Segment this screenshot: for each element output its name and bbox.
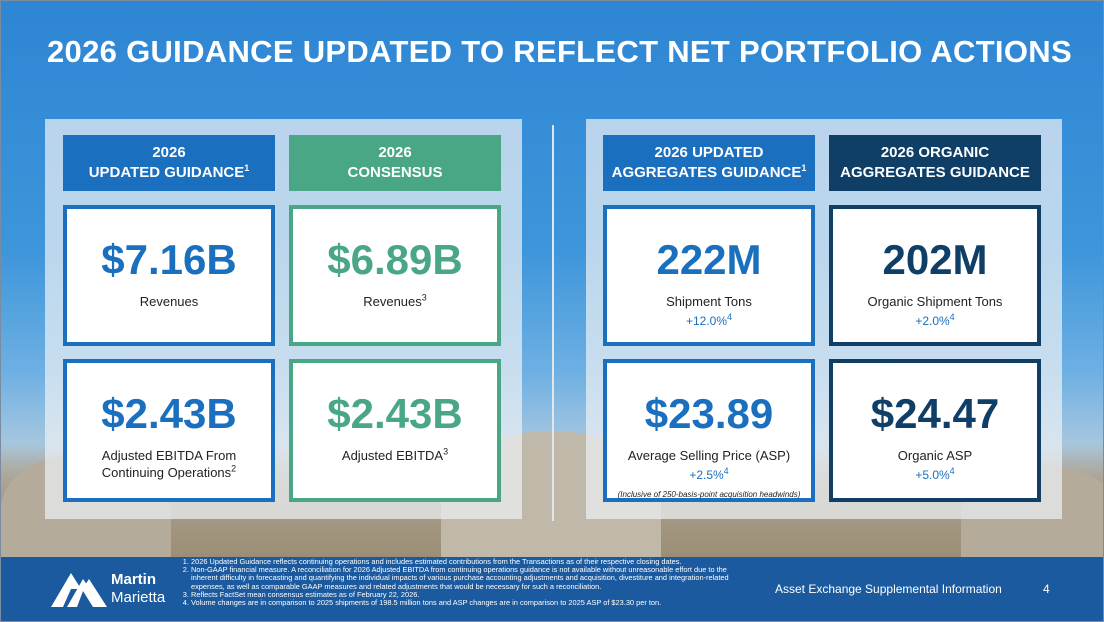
card-shipment-tons: 222M Shipment Tons +12.0%4 (603, 205, 815, 346)
martin-marietta-logo: Martin Marietta (49, 567, 189, 611)
header-line2: CONSENSUS (347, 164, 443, 181)
card-change: +2.5%4 (689, 466, 729, 483)
header-consensus: 2026 CONSENSUS (289, 135, 501, 191)
footnote-2: Non-GAAP financial measure. A reconcilia… (191, 566, 739, 591)
card-organic-asp: $24.47 Organic ASP +5.0%4 (829, 359, 1041, 502)
panel-divider (552, 125, 554, 521)
header-organic-aggregates-guidance: 2026 ORGANIC AGGREGATES GUIDANCE (829, 135, 1041, 191)
header-line2: AGGREGATES GUIDANCE1 (611, 163, 807, 182)
footnote-3: Reflects FactSet mean consensus estimate… (191, 590, 739, 599)
mountain-logo-icon (51, 573, 107, 607)
card-value: $24.47 (870, 390, 1000, 437)
card-ebitda-guidance: $2.43B Adjusted EBITDA From Continuing O… (63, 359, 275, 502)
header-line1: 2026 (378, 144, 412, 161)
header-updated-guidance: 2026 UPDATED GUIDANCE1 (63, 135, 275, 191)
header-line2: UPDATED GUIDANCE1 (88, 163, 250, 182)
page-number: 4 (1043, 582, 1050, 596)
header-updated-aggregates-guidance: 2026 UPDATED AGGREGATES GUIDANCE1 (603, 135, 815, 191)
logo-text-martin: Martin (111, 571, 156, 588)
card-value: $2.43B (327, 390, 463, 437)
card-label: Organic Shipment Tons (867, 294, 1003, 309)
header-line2: AGGREGATES GUIDANCE (840, 164, 1030, 181)
card-ebitda-consensus: $2.43B Adjusted EBITDA3 (289, 359, 501, 502)
card-value: 222M (656, 236, 762, 283)
card-label: Adjusted EBITDA3 (341, 446, 449, 463)
logo-text-marietta: Marietta (111, 589, 166, 606)
card-label: Organic ASP (897, 448, 973, 463)
footnote-4: Volume changes are in comparison to 2025… (191, 598, 739, 607)
card-revenues-consensus: $6.89B Revenues3 (289, 205, 501, 346)
footnote-1: 2026 Updated Guidance reflects continuin… (191, 557, 739, 566)
page-title: 2026 GUIDANCE UPDATED TO REFLECT NET POR… (47, 34, 1072, 69)
card-change: +2.0%4 (915, 312, 955, 329)
card-value: $23.89 (644, 390, 774, 437)
section-label: Asset Exchange Supplemental Information (775, 582, 1002, 596)
header-line1: 2026 ORGANIC (880, 144, 990, 161)
card-revenues-guidance: $7.16B Revenues (63, 205, 275, 346)
card-average-selling-price: $23.89 Average Selling Price (ASP) +2.5%… (603, 359, 815, 502)
card-label: Average Selling Price (ASP) (627, 448, 791, 463)
footnotes: 2026 Updated Guidance reflects continuin… (179, 557, 739, 607)
footer-bar (1, 557, 1103, 621)
card-change: +5.0%4 (915, 466, 955, 483)
header-line1: 2026 UPDATED (654, 144, 764, 161)
card-value: $6.89B (327, 236, 463, 283)
card-value: $7.16B (101, 236, 237, 283)
card-label: Shipment Tons (666, 294, 752, 309)
card-note: (Inclusive of 250-basis-point acquisitio… (617, 490, 801, 499)
header-line1: 2026 (152, 144, 186, 161)
card-label: Revenues (139, 294, 199, 309)
card-label: Revenues3 (363, 292, 427, 309)
card-label: Adjusted EBITDA From Continuing Operatio… (101, 448, 237, 480)
card-value: 202M (882, 236, 988, 283)
card-value: $2.43B (101, 390, 237, 437)
card-change: +12.0%4 (685, 312, 733, 329)
card-organic-shipment-tons: 202M Organic Shipment Tons +2.0%4 (829, 205, 1041, 346)
